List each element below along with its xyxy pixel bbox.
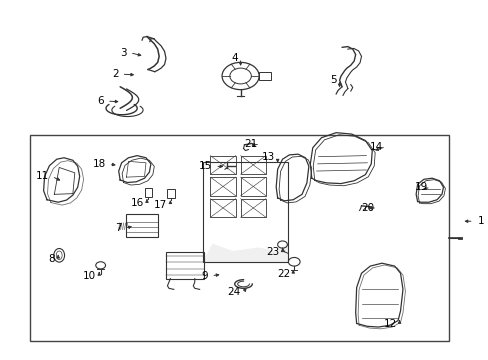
Text: 2: 2 — [112, 69, 119, 79]
Text: 8: 8 — [49, 254, 55, 264]
Text: 14: 14 — [369, 141, 382, 152]
Bar — [165, 252, 203, 279]
Text: 18: 18 — [93, 159, 106, 169]
Text: 15: 15 — [199, 161, 212, 171]
Text: 6: 6 — [97, 96, 104, 106]
Text: 12: 12 — [383, 319, 396, 329]
Text: 16: 16 — [130, 198, 144, 208]
Text: 22: 22 — [277, 269, 290, 279]
Text: 17: 17 — [154, 200, 167, 210]
Bar — [203, 162, 288, 262]
Text: 10: 10 — [83, 271, 96, 281]
Text: 5: 5 — [329, 75, 336, 85]
Bar — [240, 177, 265, 196]
Text: 23: 23 — [266, 247, 279, 257]
Bar — [240, 199, 265, 217]
Text: 24: 24 — [227, 287, 240, 297]
Text: 11: 11 — [36, 171, 49, 181]
Text: 9: 9 — [202, 271, 208, 281]
Bar — [259, 72, 271, 80]
Text: 7: 7 — [115, 224, 122, 233]
Text: 21: 21 — [244, 139, 257, 149]
Text: 20: 20 — [360, 203, 373, 213]
Bar — [126, 214, 158, 237]
Bar — [144, 188, 152, 197]
Bar — [210, 177, 235, 196]
Bar — [167, 189, 175, 198]
Text: 3: 3 — [120, 48, 127, 58]
Text: 19: 19 — [414, 182, 427, 192]
Bar — [240, 156, 265, 174]
Text: 13: 13 — [261, 152, 274, 162]
Polygon shape — [203, 244, 288, 262]
Text: 1: 1 — [477, 216, 483, 226]
Bar — [30, 135, 448, 341]
Bar — [210, 156, 235, 174]
Text: 4: 4 — [230, 53, 237, 63]
Bar — [210, 199, 235, 217]
